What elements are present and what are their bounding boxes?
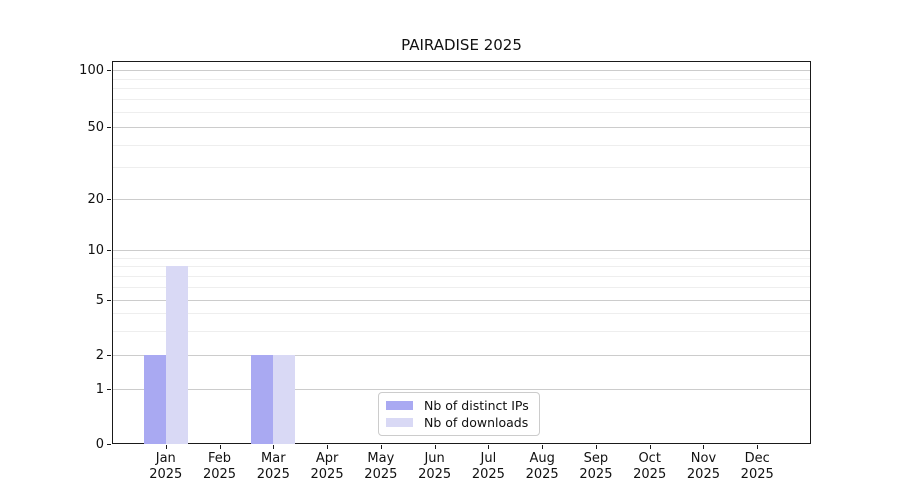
x-tick-month: Dec: [744, 451, 770, 466]
x-tick-month: Jul: [480, 451, 497, 466]
x-tick-mark: [542, 445, 544, 449]
gridline-major: [113, 127, 810, 128]
x-tick-mark: [649, 445, 651, 449]
x-tick-mark: [488, 445, 490, 449]
x-tick-label: Sep 2025: [568, 451, 624, 483]
gridline-major: [113, 389, 810, 390]
x-tick-mark: [380, 445, 382, 449]
x-tick-mark: [703, 445, 705, 449]
gridline-minor: [113, 266, 810, 268]
y-tick-mark: [107, 127, 111, 128]
gridline-minor: [113, 88, 810, 90]
legend-label-distinct-ips: Nb of distinct IPs: [424, 398, 529, 413]
x-tick-label: Jul 2025: [460, 451, 516, 483]
x-tick-label: Nov 2025: [675, 451, 731, 483]
x-tick-month: Apr: [315, 451, 339, 466]
x-tick-label: Aug 2025: [514, 451, 570, 483]
x-tick-label: Feb 2025: [192, 451, 248, 483]
legend-item-downloads: Nb of downloads: [386, 414, 529, 431]
bar-distinct-ips: [143, 355, 166, 444]
x-tick-mark: [757, 445, 759, 449]
y-tick-mark: [107, 70, 111, 71]
x-tick-label: Jun 2025: [407, 451, 463, 483]
x-tick-year: 2025: [149, 467, 183, 482]
bar-downloads: [165, 266, 188, 444]
gridline-major: [113, 70, 810, 71]
x-tick-year: 2025: [579, 467, 613, 482]
y-tick-label: 0: [95, 437, 104, 452]
legend-swatch-distinct-ips: [386, 401, 413, 410]
y-tick-mark: [107, 250, 111, 251]
x-tick-month: Feb: [208, 451, 232, 466]
x-tick-month: Jan: [155, 451, 176, 466]
gridline-minor: [113, 313, 810, 315]
y-tick-label: 50: [87, 120, 104, 135]
gridline-minor: [113, 167, 810, 169]
y-tick-label: 1: [95, 382, 104, 397]
y-tick-mark: [107, 199, 111, 200]
x-tick-year: 2025: [418, 467, 452, 482]
y-tick-mark: [107, 300, 111, 301]
x-tick-year: 2025: [686, 467, 720, 482]
legend-item-distinct-ips: Nb of distinct IPs: [386, 397, 529, 414]
x-tick-label: Mar 2025: [245, 451, 301, 483]
gridline-minor: [113, 257, 810, 259]
x-tick-mark: [434, 445, 436, 449]
x-tick-label: Oct 2025: [622, 451, 678, 483]
x-tick-label: May 2025: [353, 451, 409, 483]
gridline-minor: [113, 330, 810, 332]
x-tick-month: May: [367, 451, 395, 466]
x-tick-year: 2025: [525, 467, 559, 482]
x-tick-mark: [165, 445, 167, 449]
legend-label-downloads: Nb of downloads: [424, 415, 529, 430]
y-tick-mark: [107, 355, 111, 356]
x-tick-year: 2025: [202, 467, 237, 482]
x-tick-month: Oct: [638, 451, 661, 466]
x-tick-year: 2025: [740, 467, 774, 482]
gridline-minor: [113, 78, 810, 80]
x-tick-month: Aug: [529, 451, 555, 466]
legend: Nb of distinct IPs Nb of downloads: [378, 392, 540, 436]
y-tick-label: 10: [87, 243, 104, 258]
x-tick-year: 2025: [633, 467, 667, 482]
y-tick-mark: [107, 444, 111, 445]
y-tick-label: 20: [87, 192, 104, 207]
y-tick-label: 100: [79, 63, 104, 78]
chart-title: PAIRADISE 2025: [401, 36, 522, 54]
gridline-minor: [113, 144, 810, 146]
x-tick-year: 2025: [256, 467, 290, 482]
gridline-major: [113, 355, 810, 356]
y-tick-label: 2: [95, 348, 104, 363]
x-tick-month: Mar: [261, 451, 286, 466]
gridline-minor: [113, 275, 810, 277]
x-tick-mark: [273, 445, 275, 449]
x-tick-label: Dec 2025: [729, 451, 785, 483]
gridline-major: [113, 300, 810, 301]
y-tick-mark: [107, 389, 111, 390]
gridline-minor: [113, 112, 810, 113]
plot-area: [112, 61, 811, 444]
x-tick-month: Sep: [583, 451, 609, 466]
x-tick-year: 2025: [310, 467, 344, 482]
gridline-major: [113, 250, 810, 251]
gridline-minor: [113, 286, 810, 288]
x-tick-mark: [595, 445, 597, 449]
x-tick-year: 2025: [364, 467, 398, 482]
x-tick-label: Apr 2025: [299, 451, 355, 483]
gridline-major: [113, 199, 810, 200]
x-tick-mark: [219, 445, 221, 449]
x-tick-year: 2025: [471, 467, 505, 482]
x-tick-month: Nov: [690, 451, 717, 466]
y-tick-label: 5: [95, 293, 104, 308]
legend-swatch-downloads: [386, 418, 413, 427]
bar-downloads: [273, 355, 296, 444]
gridline-minor: [113, 99, 810, 101]
x-tick-month: Jun: [424, 451, 445, 466]
x-tick-mark: [327, 445, 329, 449]
x-tick-label: Jan 2025: [138, 451, 194, 483]
bar-distinct-ips: [251, 355, 274, 444]
